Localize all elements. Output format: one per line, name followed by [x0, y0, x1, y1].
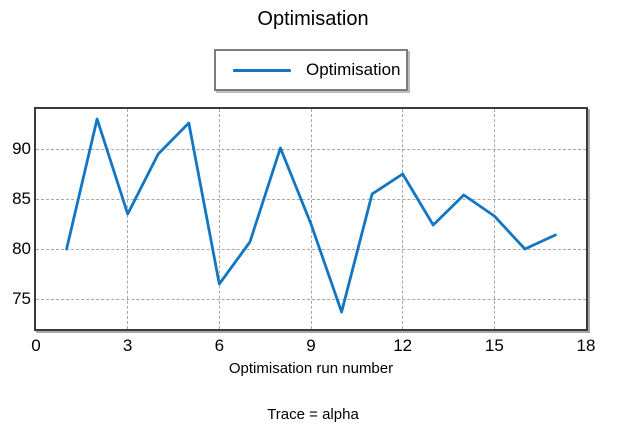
x-tick-label: 12 [393, 336, 413, 355]
plot-area [34, 107, 588, 331]
trace-caption: Trace = alpha [267, 406, 359, 423]
plot-grid-region [36, 109, 586, 329]
gridline-vertical [402, 109, 404, 329]
chart-title: Optimisation [257, 8, 369, 30]
y-tick-label: 90 [12, 139, 31, 158]
gridline-vertical [493, 109, 495, 329]
y-tick-label: 85 [12, 189, 31, 208]
y-tick-label: 75 [12, 289, 31, 308]
x-tick-label: 15 [484, 336, 504, 355]
x-tick-label: 9 [306, 336, 316, 355]
gridline-vertical [310, 109, 312, 329]
x-axis-label: Optimisation run number [228, 360, 394, 377]
x-tick-label: 3 [122, 336, 133, 355]
legend-line-sample-icon [233, 68, 291, 72]
legend: Optimisation [214, 49, 408, 91]
y-tick-label: 80 [12, 239, 31, 258]
x-tick-label: 6 [214, 336, 225, 355]
x-tick-label: 18 [576, 336, 596, 355]
gridline-vertical [218, 109, 220, 329]
x-tick-label: 0 [31, 336, 41, 355]
data-line-optimisation [65, 117, 557, 314]
line-series-optimisation [65, 117, 557, 314]
legend-label: Optimisation [306, 60, 401, 79]
gridline-vertical [127, 109, 129, 329]
